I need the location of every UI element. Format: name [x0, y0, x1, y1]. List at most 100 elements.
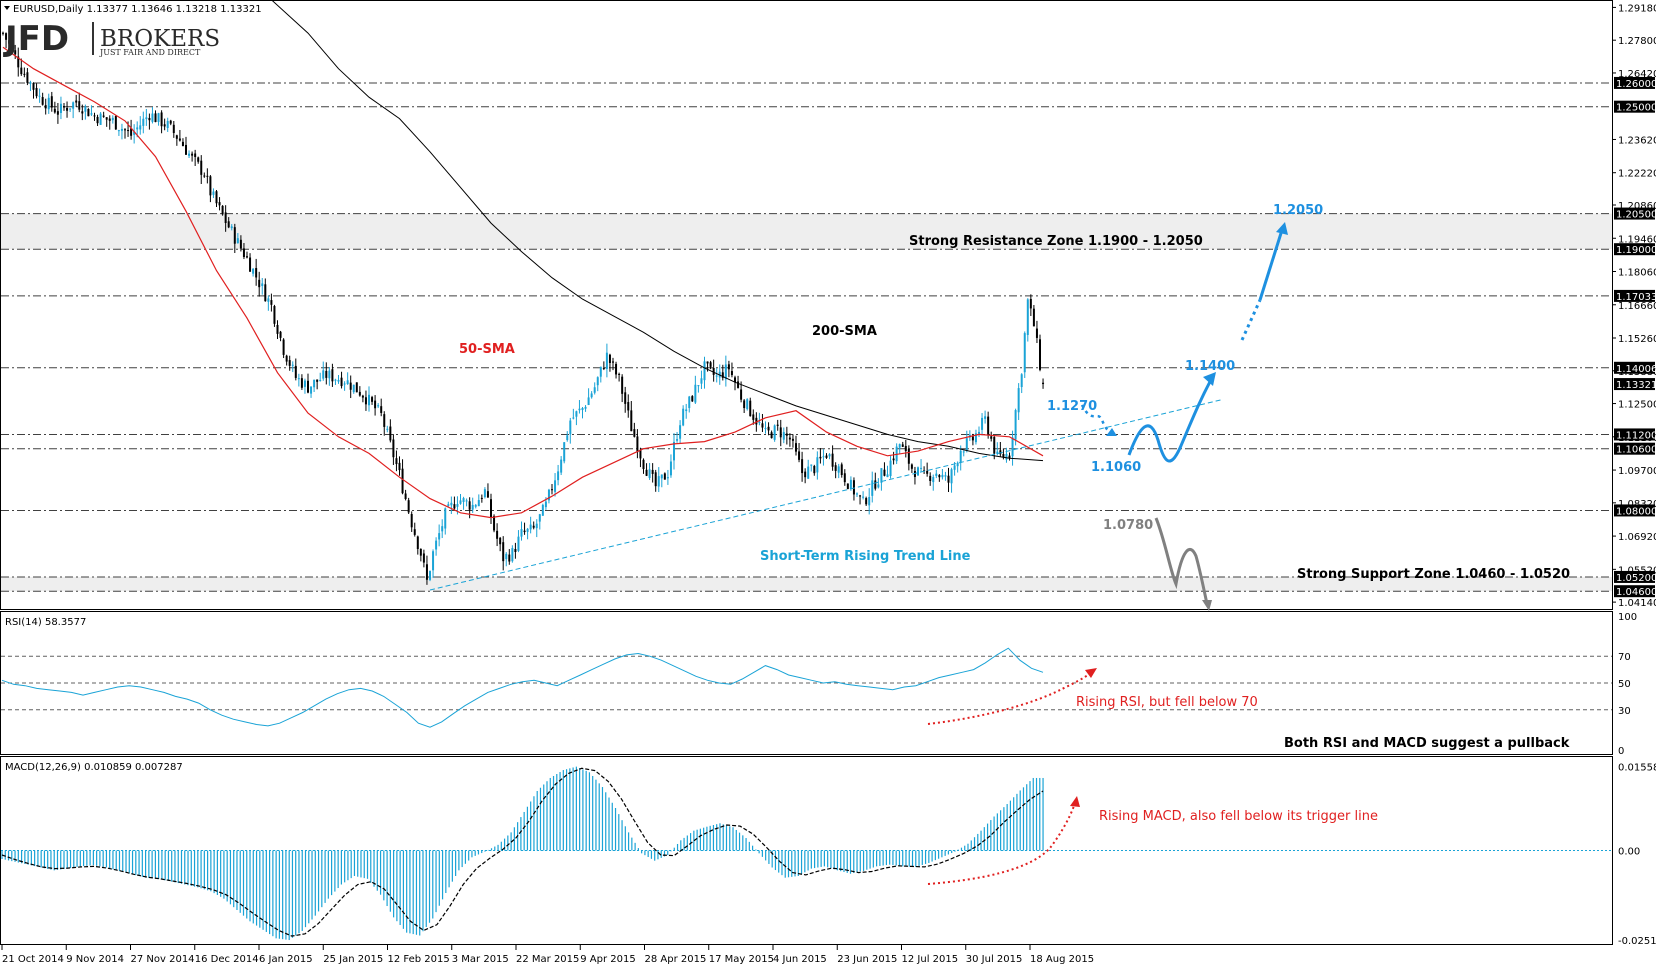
macd-arrow-path [927, 802, 1076, 885]
candle-body [959, 450, 962, 463]
price-tick-label: 1.16660 [1618, 301, 1656, 312]
candle-body [563, 442, 566, 462]
target-11270-label: 1.1270 [1047, 399, 1097, 414]
candle-body [874, 480, 877, 489]
candle-body [679, 425, 682, 439]
candle-body [346, 380, 349, 385]
forecast-ext-path [1258, 229, 1284, 301]
moving-averages [2, 0, 1044, 519]
candle-body [404, 493, 407, 500]
date-tick-label: 9 Apr 2015 [580, 954, 635, 965]
rsi-arrow-path [927, 671, 1093, 725]
candle-body [120, 128, 123, 131]
level-label-text: 1.11200 [1616, 430, 1656, 441]
candle-body [185, 144, 187, 155]
candle-body [950, 469, 953, 484]
candle-body [258, 279, 261, 288]
candle-body [926, 470, 929, 474]
candle-body [587, 397, 590, 405]
candle-body [490, 499, 492, 518]
candle-body [913, 471, 916, 477]
candle-body [303, 380, 306, 387]
candle-body [358, 391, 361, 396]
candle-body [843, 473, 846, 483]
candle-body [904, 445, 907, 452]
candle-body [169, 120, 172, 124]
candle-body [1011, 437, 1014, 457]
candle-body [1042, 382, 1045, 385]
candle-body [1023, 333, 1026, 373]
candle-body [557, 471, 560, 481]
candle-body [444, 508, 447, 529]
candle-body [32, 82, 35, 90]
candle-body [547, 489, 550, 501]
symbol-menu-icon[interactable] [4, 6, 10, 10]
candle-body [127, 130, 130, 132]
candle-body [544, 501, 547, 508]
candle-body [486, 491, 489, 498]
price-tick-label: 1.15260 [1618, 334, 1656, 345]
candle-body [526, 528, 529, 532]
candle-body [355, 382, 358, 393]
candle-body [139, 125, 142, 130]
candle-body [194, 153, 197, 157]
candle-body [590, 393, 593, 398]
logo-jfd: JFD [3, 19, 69, 59]
candle-body [218, 202, 221, 206]
level-label-box [1614, 289, 1655, 302]
candle-body [151, 113, 154, 122]
candle-body [941, 474, 944, 478]
candle-body [804, 471, 807, 478]
candle-body [285, 355, 288, 362]
rsi-tick-label: 70 [1618, 652, 1631, 663]
candle-body [892, 458, 895, 461]
candle-body [191, 153, 194, 156]
candle-body [944, 475, 947, 477]
candle-body [35, 87, 38, 97]
candle-body [920, 467, 923, 469]
candle-body [230, 226, 233, 229]
candle-body [669, 461, 672, 476]
candle-body [700, 378, 703, 384]
candle-body [59, 103, 62, 113]
candle-body [117, 130, 120, 132]
candle-body [133, 131, 136, 135]
candle-body [392, 439, 395, 458]
candle-body [105, 117, 108, 120]
candle-body [468, 501, 471, 510]
price-tick-label: 1.26420 [1618, 69, 1656, 80]
candle-body [416, 536, 419, 550]
candle-body [502, 542, 505, 562]
candle-body [615, 363, 618, 375]
price-tick-label: 1.29180 [1618, 3, 1656, 14]
candle-body [612, 361, 614, 363]
candle-body [727, 364, 730, 370]
candle-body [636, 436, 639, 453]
candle-body [859, 495, 862, 497]
candle-body [953, 465, 956, 470]
price-tick-label: 1.12500 [1618, 400, 1656, 411]
candle-body [929, 475, 932, 481]
price-tick-label: 1.22220 [1618, 169, 1656, 180]
candle-body [663, 473, 666, 480]
level-label-box [1614, 243, 1655, 256]
candle-body [856, 493, 858, 495]
rsi-tick-label: 100 [1618, 612, 1637, 623]
candle-body [465, 500, 468, 502]
level-label-text: 1.13321 [1616, 380, 1656, 391]
candle-body [206, 175, 209, 177]
candle-body [215, 191, 218, 204]
candle-body [11, 45, 14, 49]
candle-body [142, 118, 145, 126]
price-tick-label: 1.04140 [1618, 598, 1656, 609]
candle-body [413, 529, 416, 535]
candle-body [435, 540, 438, 550]
candle-body [154, 113, 157, 123]
candle-body [703, 361, 706, 381]
candle-body [496, 530, 499, 539]
candle-body [798, 451, 801, 460]
candle-body [17, 56, 20, 68]
candle-body [273, 306, 276, 324]
candle-body [419, 548, 422, 556]
